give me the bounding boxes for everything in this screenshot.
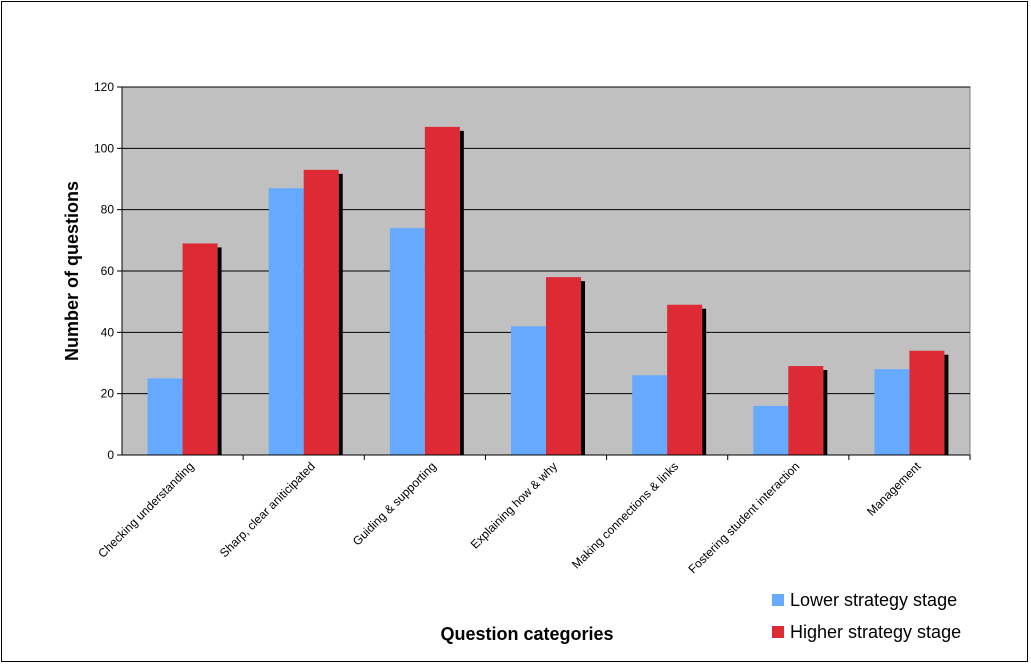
bar-shadow [338,173,343,456]
bar-shadow [944,354,949,455]
legend-label-higher: Higher strategy stage [790,622,961,642]
x-tick-label: Fostering student interaction [685,459,802,576]
bar-shadow [702,308,707,455]
x-tick-labels: Checking understanding Sharp, clear aniti… [95,459,924,576]
y-tick-label: 60 [101,264,115,278]
x-tick-label: Explaining how & why [468,459,560,551]
legend-swatch-higher [772,626,784,638]
bar [182,243,218,455]
bar [389,228,425,455]
x-tick-label: Management [864,459,924,519]
bar [753,405,789,455]
bar [788,366,824,455]
bar [874,369,910,455]
bar [546,277,581,455]
y-tick-label: 20 [101,387,115,401]
y-tick-label: 40 [101,325,115,339]
bar-shadow [217,247,222,455]
y-tick-label: 120 [94,80,114,94]
x-tick-label: Making connections & links [569,459,681,571]
x-tick-label: Checking understanding [95,459,196,560]
legend: Lower strategy stage Higher strategy sta… [772,590,961,642]
legend-label-lower: Lower strategy stage [790,590,957,610]
y-axis-title: Number of questions [62,181,82,361]
x-tick-label: Guiding & supporting [350,459,439,548]
x-axis-title: Question categories [440,624,613,644]
bar [424,126,460,455]
bar-shadow [823,370,828,455]
bar [147,378,183,455]
legend-swatch-lower [772,594,784,606]
bar [511,326,546,455]
bar-shadow [581,281,585,455]
bar [667,304,703,455]
y-tick-label: 80 [101,203,115,217]
bar-shadow [459,130,464,455]
bar [909,350,945,455]
bar [303,169,339,456]
y-tick-labels: 0 20 40 60 80 100 120 [94,80,114,462]
axes [117,86,971,460]
y-tick-label: 100 [94,141,114,155]
x-tick-label: Sharp, clear aniticipated [217,459,318,560]
y-tick-label: 0 [107,448,114,462]
bar [268,188,304,455]
bar [632,375,668,455]
bars [147,126,949,456]
